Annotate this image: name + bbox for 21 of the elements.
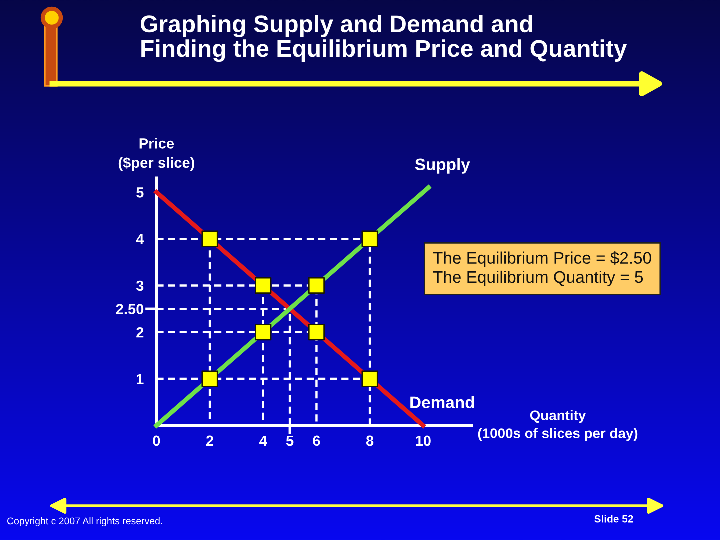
x-tick-label: 2 [206,436,214,446]
x-tick-label: 0 [153,436,160,446]
y-axis-title: Price ($per slice) [118,138,194,171]
x-tick-label: 8 [366,436,374,446]
annotation: The Equilibrium Price = $2.50 The Equilibrium Quantity = 5 [433,252,652,286]
x-tick-label: 4 [260,436,268,446]
text: Slide 52 [594,515,634,523]
series-label: Supply [415,158,470,174]
chart-title: Graphing Supply and Demand and Finding the Equilibrium Price and Quantity [140,15,628,62]
y-tick-label: 3 [136,280,144,292]
y-tick-label: 2 [136,327,144,338]
y-tick-label: 1 [137,374,144,384]
y-tick-label: 4 [136,234,144,244]
y-tick-label: 2.50 [116,304,144,314]
x-tick-label: 5 [286,436,294,446]
series-label: Demand [410,396,474,409]
x-tick-label: 6 [313,436,320,446]
y-tick-label: 5 [136,188,144,198]
text: Copyright c 2007 All rights reserved. [7,517,162,527]
x-tick-label: 10 [416,436,431,446]
x-axis-title: Quantity (1000s of slices per day) [478,410,638,442]
